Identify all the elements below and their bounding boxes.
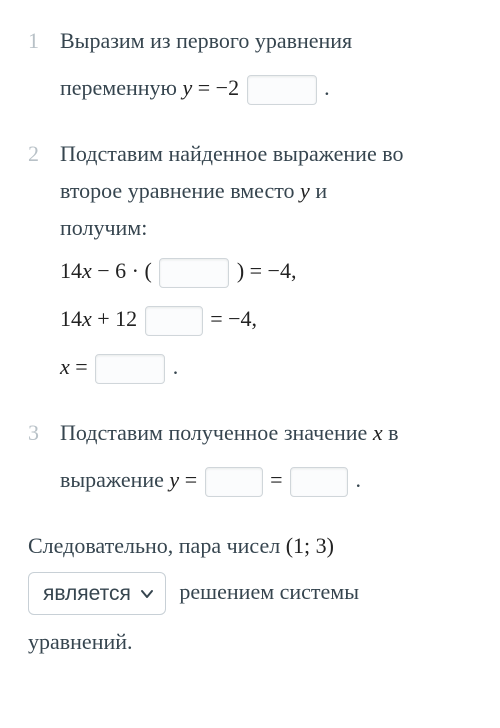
step-3: 3 Подставим полученное значение x в выра… xyxy=(28,416,472,511)
coef: 14 xyxy=(60,258,82,283)
equation-line: переменную y = −2 . xyxy=(60,71,472,105)
text-line: получим: xyxy=(60,211,472,244)
answer-input[interactable] xyxy=(95,354,165,384)
op: ) = −4, xyxy=(231,258,296,283)
equation-line: выражение y = = . xyxy=(60,463,472,497)
text: Подставим полученное значение xyxy=(60,420,373,445)
answer-input[interactable] xyxy=(205,467,263,497)
step-body: Подставим найденное выражение во второе … xyxy=(60,137,472,398)
text: Следовательно, пара чисел xyxy=(28,533,286,558)
equals: = xyxy=(265,467,288,492)
var-y: y xyxy=(300,178,310,203)
equals: = xyxy=(70,354,93,379)
text-line: Подставим полученное значение x в xyxy=(60,416,472,449)
text: переменную xyxy=(60,75,182,100)
text: и xyxy=(310,178,327,203)
answer-input[interactable] xyxy=(290,467,348,497)
text: второе уравнение вместо xyxy=(60,178,300,203)
var-x: x xyxy=(60,354,70,379)
period: . xyxy=(319,75,330,100)
var-x: x xyxy=(82,258,92,283)
op: − 6 · ( xyxy=(92,258,158,283)
equation-line: 14x − 6 · ( ) = −4, xyxy=(60,254,472,288)
answer-input[interactable] xyxy=(159,258,229,288)
step-number: 1 xyxy=(28,24,54,57)
value: −2 xyxy=(216,75,239,100)
answer-dropdown[interactable]: является xyxy=(28,572,166,616)
period: . xyxy=(167,354,178,379)
equals: = xyxy=(179,467,202,492)
text: в xyxy=(383,420,399,445)
text-line: Подставим найденное выражение во xyxy=(60,137,472,170)
equation-line: x = . xyxy=(60,350,472,384)
answer-input[interactable] xyxy=(145,306,203,336)
text: решением системы xyxy=(174,579,359,604)
var-x: x xyxy=(373,420,383,445)
text: выражение xyxy=(60,467,169,492)
text-line: уравнений. xyxy=(28,625,472,658)
var-y: y xyxy=(169,467,179,492)
var-x: x xyxy=(82,306,92,331)
answer-input[interactable] xyxy=(247,75,317,105)
equals: = xyxy=(192,75,215,100)
conclusion: Следовательно, пара чисел (1; 3) являетс… xyxy=(28,529,472,659)
step-2: 2 Подставим найденное выражение во второ… xyxy=(28,137,472,398)
op: + 12 xyxy=(92,306,143,331)
dropdown-label: является xyxy=(43,578,131,610)
text-line: Следовательно, пара чисел (1; 3) xyxy=(28,529,472,562)
text-line: является решением системы xyxy=(28,572,472,616)
text-line: второе уравнение вместо y и xyxy=(60,174,472,207)
period: . xyxy=(350,467,361,492)
step-body: Выразим из первого уравнения переменную … xyxy=(60,24,472,119)
step-number: 3 xyxy=(28,416,54,449)
op: = −4, xyxy=(205,306,257,331)
step-number: 2 xyxy=(28,137,54,170)
equation-line: 14x + 12 = −4, xyxy=(60,302,472,336)
var-y: y xyxy=(182,75,192,100)
pair: (1; 3) xyxy=(286,533,334,558)
coef: 14 xyxy=(60,306,82,331)
step-1: 1 Выразим из первого уравнения переменну… xyxy=(28,24,472,119)
text-line: Выразим из первого уравнения xyxy=(60,24,472,57)
chevron-down-icon xyxy=(139,586,155,602)
step-body: Подставим полученное значение x в выраже… xyxy=(60,416,472,511)
